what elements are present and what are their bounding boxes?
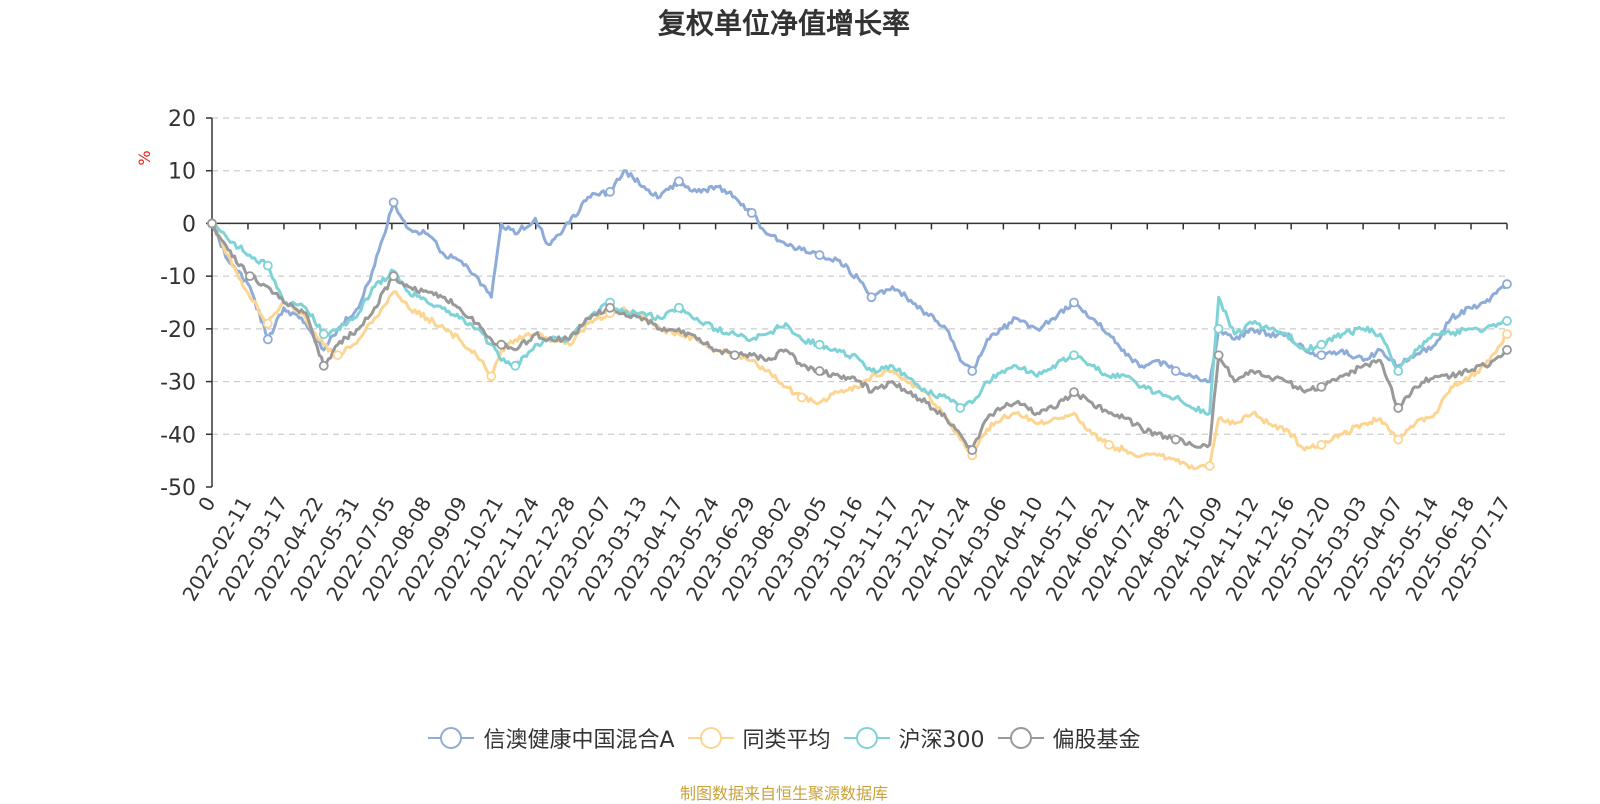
y-tick-label: -10 [160,265,196,290]
legend-line-circle-icon [687,727,734,749]
legend-item[interactable]: 偏股基金 [997,722,1141,754]
series-marker [1213,350,1224,361]
series-marker [674,176,684,187]
series-marker [1316,350,1327,361]
series-line [210,222,1508,416]
y-tick-label: -30 [160,371,196,396]
series-marker [1316,439,1327,450]
series-marker [318,329,329,340]
series-marker [1393,366,1404,376]
series-marker [1213,323,1224,334]
legend-line-circle-icon [997,727,1044,749]
y-tick-label: -50 [160,476,196,501]
series-marker [496,339,507,350]
series-marker [510,360,521,371]
series-line [210,222,1508,452]
x-tick-label: 0 [193,493,220,516]
y-axis-unit-label: % [135,150,154,165]
axes: 20100-10-20-30-40-5002022-02-112022-03-1… [160,107,1515,605]
series-marker [955,403,966,413]
chart-title: 复权单位净值增长率 [657,7,910,40]
series-marker [1502,279,1512,289]
series-marker [967,445,978,456]
series-marker [814,366,825,376]
series-marker [1104,439,1114,450]
series-marker [796,392,807,403]
series-marker [1393,403,1404,413]
y-tick-label: 0 [182,212,196,237]
series-marker [245,271,255,282]
y-tick-label: -20 [160,318,196,343]
series-marker [1502,329,1512,340]
series-marker [1069,297,1079,308]
series-marker [729,350,740,361]
series-marker [262,334,273,345]
legend-item[interactable]: 同类平均 [687,722,831,754]
line-chart: 20100-10-20-30-40-5002022-02-112022-03-1… [135,107,1515,605]
series-marker [1069,350,1079,361]
series-marker [318,360,329,371]
series-marker [605,302,615,313]
series-marker [866,292,877,303]
series-marker [1393,434,1404,445]
series-marker [207,218,217,229]
series-marker [262,260,273,271]
series-marker [746,207,757,218]
series-marker [1502,345,1512,355]
series-marker [967,366,978,376]
series-line [210,222,1508,471]
legend-label: 沪深300 [898,728,985,753]
series-marker [486,371,497,382]
legend-item[interactable]: 信澳健康中国混合A [427,722,675,754]
y-tick-label: 20 [168,107,196,132]
series-marker [262,318,273,329]
chart-legend: 信澳健康中国混合A 同类平均 沪深300 偏股基金 [0,722,1568,755]
series-marker [1204,461,1215,471]
series-marker [388,271,399,282]
series-marker [1170,434,1181,445]
y-tick-label: -40 [160,423,196,448]
source-note: 制图数据来自恒生聚源数据库 [679,784,888,803]
legend-label: 同类平均 [742,728,831,753]
series-marker [1316,381,1327,392]
series-marker [814,339,825,350]
legend-label: 偏股基金 [1052,728,1141,753]
legend-line-circle-icon [428,727,475,749]
legend-item[interactable]: 沪深300 [843,722,985,754]
series-marker [605,186,615,197]
series-marker [1316,339,1327,350]
series-marker [1502,316,1512,326]
y-tick-label: 10 [168,160,196,185]
legend-label: 信澳健康中国混合A [483,728,675,753]
series-markers [207,176,1512,471]
series-marker [674,302,684,313]
series-marker [388,197,399,208]
series-marker [1069,387,1079,398]
series-marker [814,250,825,260]
series-lines [210,169,1509,471]
legend-line-circle-icon [843,727,890,749]
series-marker [332,350,343,361]
series-marker [1170,366,1181,376]
